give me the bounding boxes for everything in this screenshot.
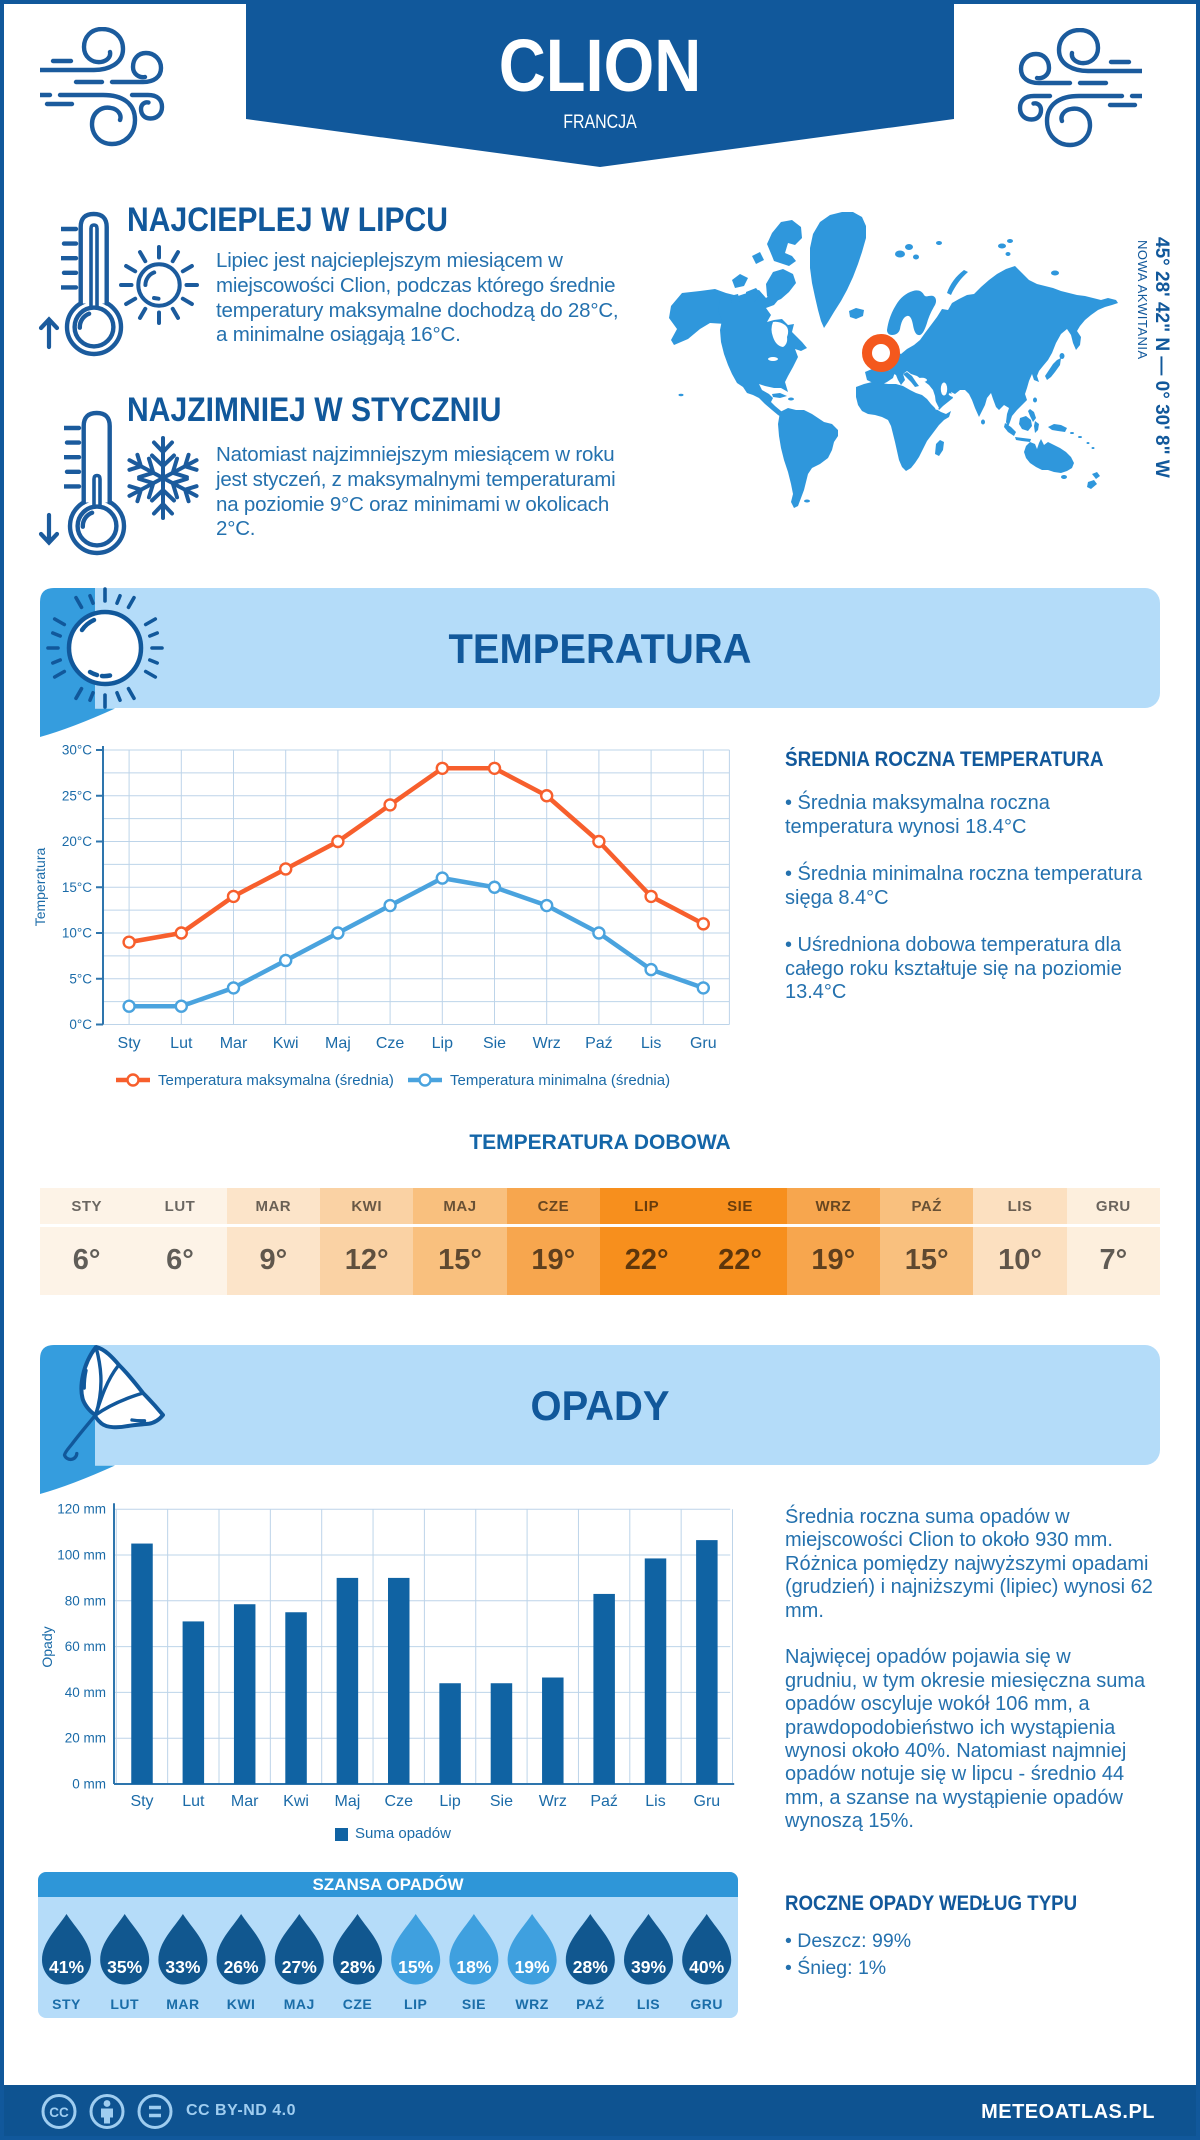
svg-text:60 mm: 60 mm [65,1639,106,1654]
svg-text:LIP: LIP [404,1996,427,2012]
svg-text:CZE: CZE [343,1996,373,2012]
svg-text:Wrz: Wrz [539,1793,567,1810]
svg-text:0 mm: 0 mm [72,1777,106,1792]
svg-text:Kwi: Kwi [283,1793,309,1810]
svg-text:Lut: Lut [182,1793,205,1810]
svg-text:Lis: Lis [641,1035,661,1052]
svg-text:Sty: Sty [130,1793,153,1810]
svg-text:Sty: Sty [118,1035,141,1052]
svg-text:40%: 40% [689,1957,724,1977]
svg-text:LIS: LIS [637,1996,660,2012]
svg-text:5°C: 5°C [69,971,92,986]
svg-text:CC: CC [49,2105,69,2120]
svg-text:39%: 39% [631,1957,666,1977]
svg-text:20°C: 20°C [62,834,92,849]
svg-text:Gru: Gru [694,1793,721,1810]
svg-text:LUT: LUT [110,1996,139,2012]
svg-text:Maj: Maj [325,1035,351,1052]
svg-text:33%: 33% [165,1957,200,1977]
svg-text:Lip: Lip [432,1035,453,1052]
svg-text:100 mm: 100 mm [57,1548,106,1563]
svg-text:Sie: Sie [490,1793,513,1810]
svg-text:Sie: Sie [483,1035,506,1052]
svg-text:WRZ: WRZ [515,1996,548,2012]
svg-text:15%: 15% [398,1957,433,1977]
svg-text:Paź: Paź [590,1793,618,1810]
svg-text:120 mm: 120 mm [57,1502,106,1517]
svg-text:80 mm: 80 mm [65,1593,106,1608]
svg-text:18%: 18% [456,1957,491,1977]
svg-text:28%: 28% [340,1957,375,1977]
svg-text:28%: 28% [573,1957,608,1977]
svg-text:Temperatura: Temperatura [32,847,48,926]
svg-text:0°C: 0°C [69,1017,92,1032]
svg-text:Wrz: Wrz [533,1035,561,1052]
svg-text:Cze: Cze [385,1793,414,1810]
svg-text:Mar: Mar [231,1793,259,1810]
svg-text:KWI: KWI [227,1996,256,2012]
svg-text:40 mm: 40 mm [65,1685,106,1700]
svg-text:26%: 26% [224,1957,259,1977]
svg-text:35%: 35% [107,1957,142,1977]
svg-text:Cze: Cze [376,1035,405,1052]
svg-text:19%: 19% [515,1957,550,1977]
svg-text:SIE: SIE [462,1996,486,2012]
svg-text:27%: 27% [282,1957,317,1977]
svg-text:20 mm: 20 mm [65,1731,106,1746]
svg-text:10°C: 10°C [62,926,92,941]
svg-text:Mar: Mar [220,1035,248,1052]
svg-text:Kwi: Kwi [273,1035,299,1052]
svg-text:15°C: 15°C [62,880,92,895]
svg-text:GRU: GRU [690,1996,723,2012]
svg-text:41%: 41% [49,1957,84,1977]
svg-text:Lis: Lis [645,1793,665,1810]
svg-text:PAŹ: PAŹ [576,1996,604,2012]
svg-text:STY: STY [52,1996,81,2012]
svg-text:25°C: 25°C [62,788,92,803]
svg-text:Lut: Lut [170,1035,193,1052]
svg-text:Lip: Lip [439,1793,460,1810]
svg-text:30°C: 30°C [62,743,92,758]
svg-text:Gru: Gru [690,1035,717,1052]
svg-text:Opady: Opady [39,1626,55,1667]
svg-text:Paź: Paź [585,1035,613,1052]
svg-text:MAR: MAR [166,1996,199,2012]
svg-text:MAJ: MAJ [284,1996,315,2012]
svg-text:Maj: Maj [335,1793,361,1810]
